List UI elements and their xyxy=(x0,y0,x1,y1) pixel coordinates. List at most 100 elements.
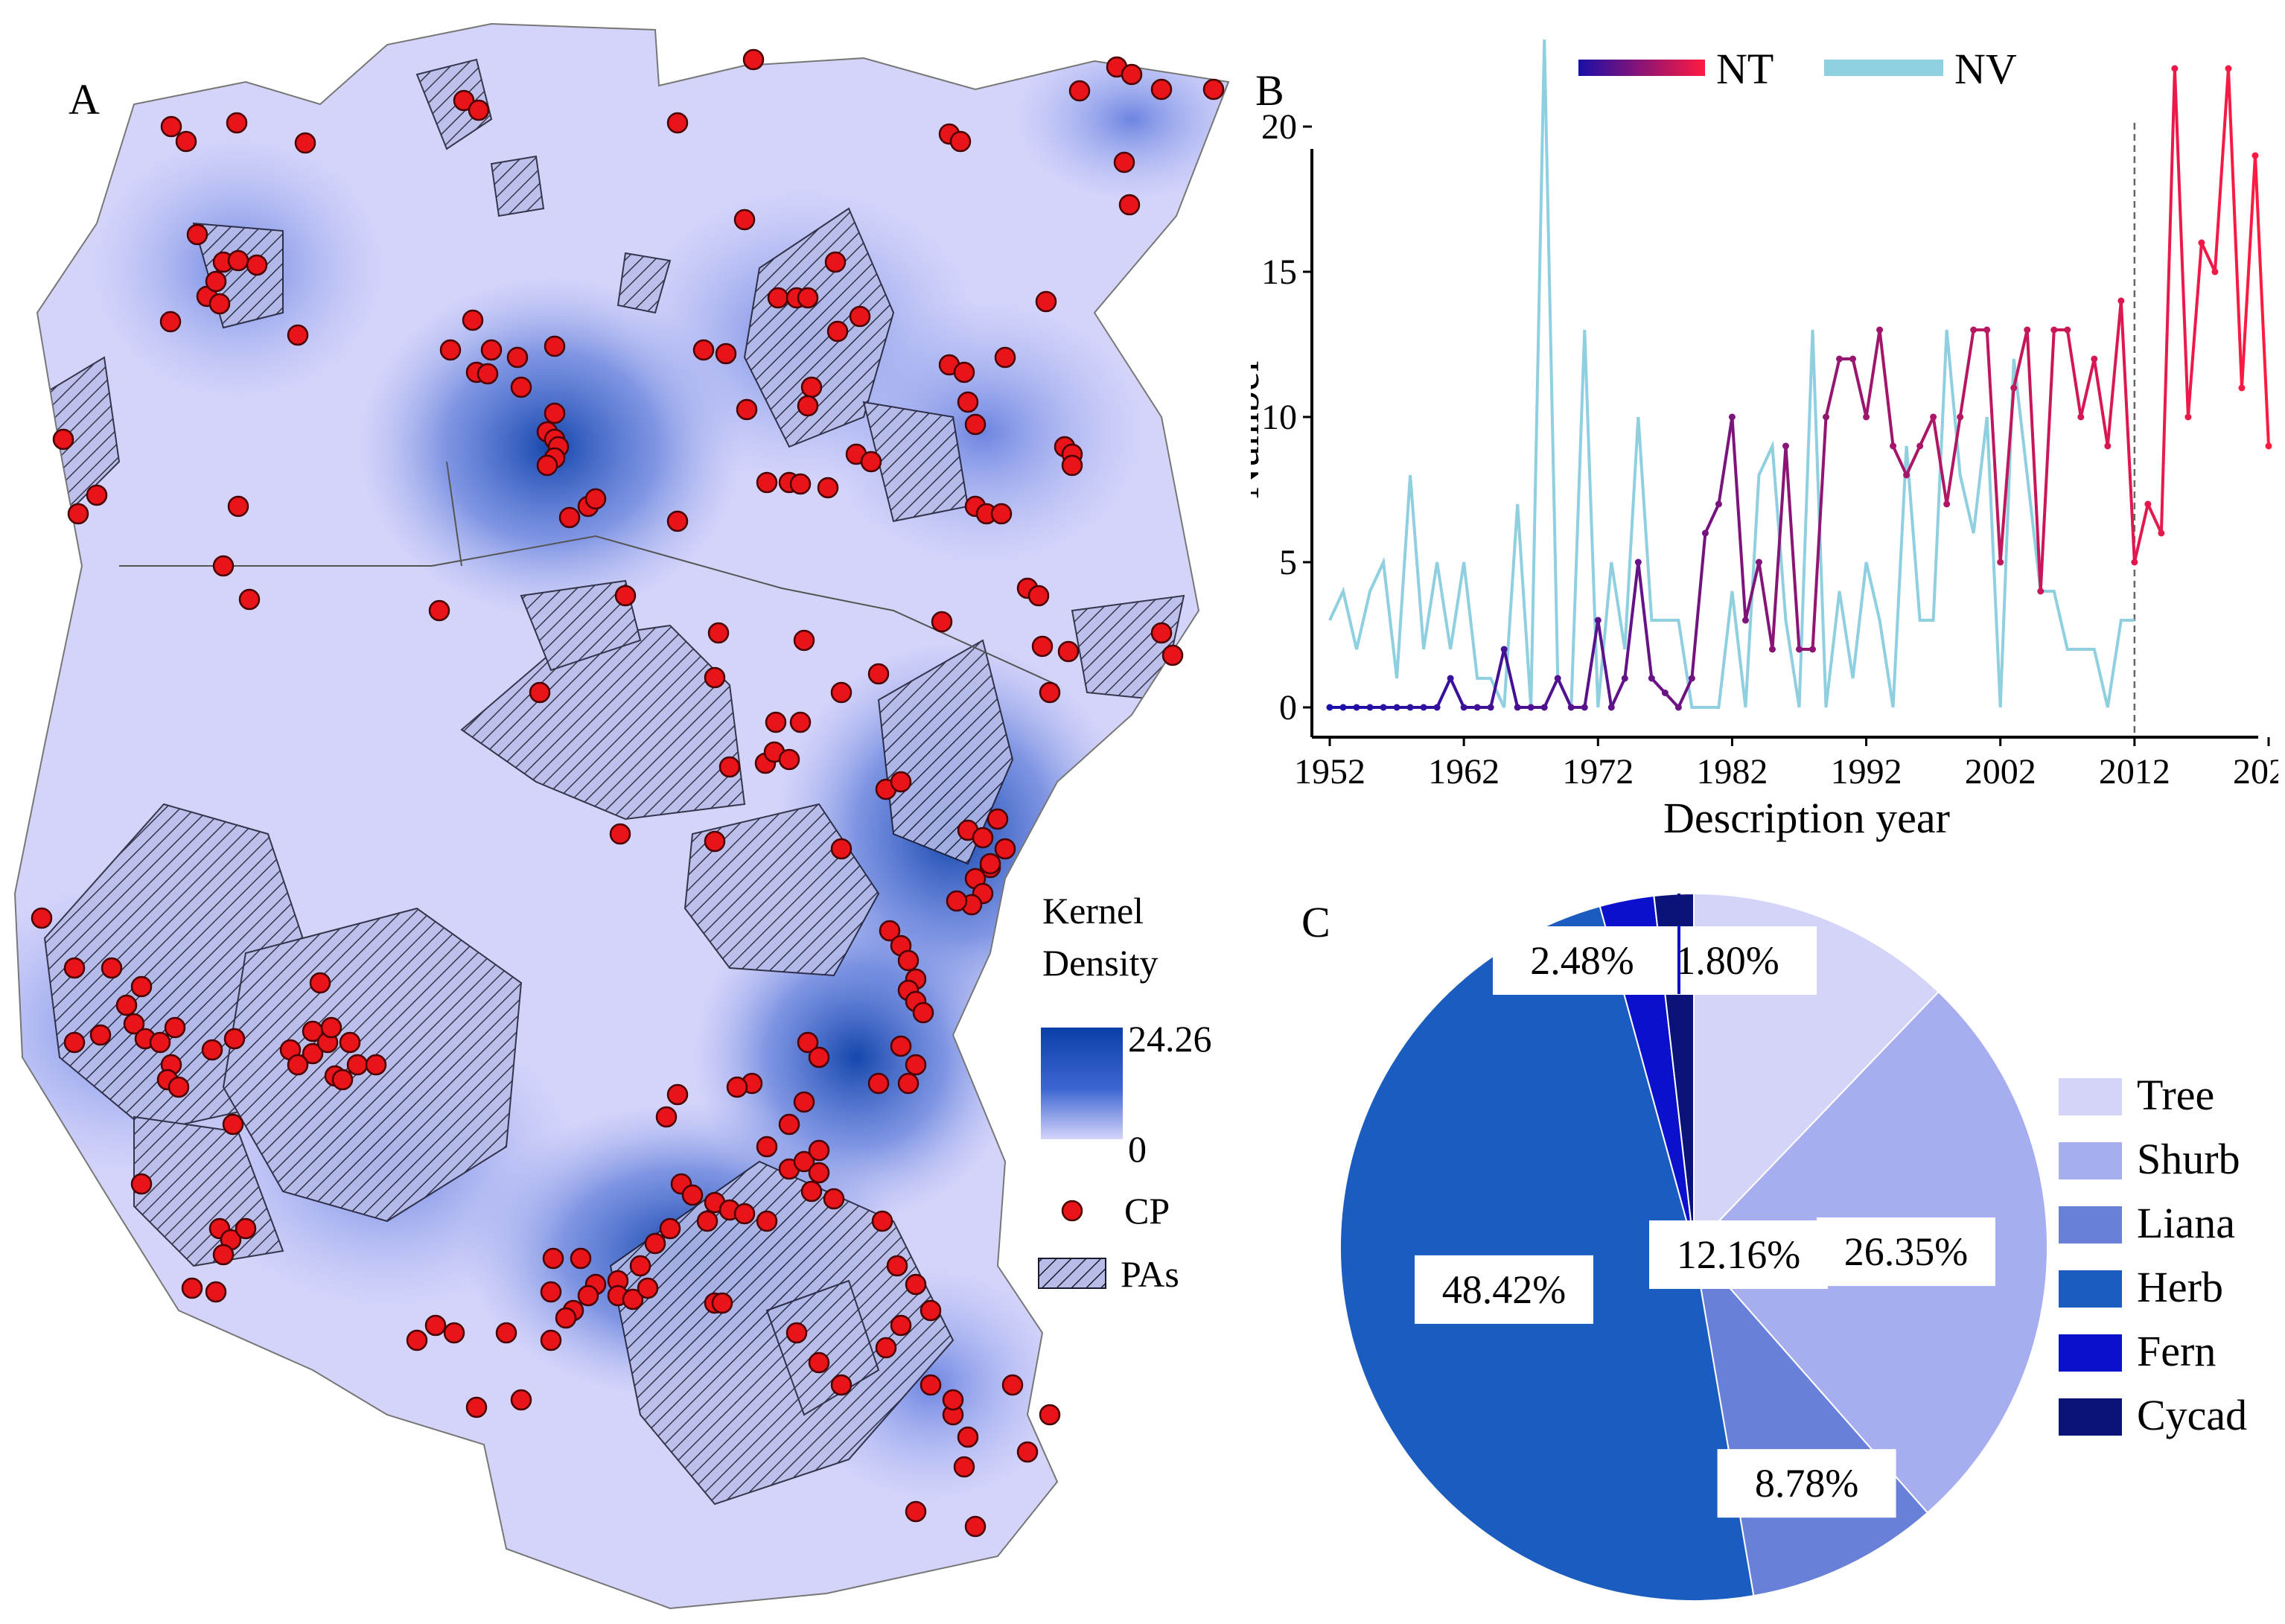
series-nt-point xyxy=(1943,500,1951,508)
series-nt-point xyxy=(1997,558,2004,566)
cp-point xyxy=(979,853,1001,875)
pie-legend-label: Shurb xyxy=(2137,1135,2240,1183)
cp-point xyxy=(897,949,920,972)
series-nt-point xyxy=(2024,326,2031,334)
cp-point xyxy=(406,1329,428,1351)
cp-point xyxy=(86,484,108,506)
series-nt-segment xyxy=(1489,648,1506,709)
cp-point xyxy=(212,555,235,577)
cp-point xyxy=(149,1031,171,1054)
cp-point xyxy=(1057,640,1080,663)
series-nt-segment xyxy=(2092,357,2109,448)
cp-point xyxy=(89,1024,112,1046)
cp-point xyxy=(544,335,566,357)
cp-point xyxy=(428,599,450,622)
series-nt-point xyxy=(1741,617,1749,624)
cp-point xyxy=(905,1273,927,1296)
pie-legend-swatch-tree xyxy=(2059,1078,2122,1115)
cp-point xyxy=(793,1150,815,1173)
pie-legend-swatch-herb xyxy=(2059,1270,2122,1308)
series-nt-point xyxy=(1983,326,1991,334)
series-nt-segment xyxy=(2226,67,2243,389)
series-nt-segment xyxy=(1998,386,2015,564)
pie-legend-label: Tree xyxy=(2137,1071,2214,1119)
cp-point xyxy=(733,1203,756,1225)
cp-point xyxy=(1039,681,1061,704)
cp-point xyxy=(886,1255,908,1277)
series-nt-point xyxy=(1581,704,1588,711)
cp-point xyxy=(972,827,994,849)
pie-legend-swatch-liana xyxy=(2059,1206,2122,1244)
series-nt-point xyxy=(1433,704,1441,711)
y-tick-label: 15 xyxy=(1261,252,1297,292)
cp-point xyxy=(1061,454,1083,477)
series-nt-segment xyxy=(1704,503,1721,535)
cp-point xyxy=(830,1374,853,1396)
cp-point xyxy=(793,629,815,652)
cp-point xyxy=(990,503,1013,525)
cp-point xyxy=(1016,1441,1039,1463)
series-nt-point xyxy=(1755,558,1762,566)
kernel-density-map: Kernel Density 24.26 0 CP PAs xyxy=(14,23,1229,1609)
series-nt-point xyxy=(2238,384,2246,392)
cp-point xyxy=(890,1035,912,1057)
series-nt-point xyxy=(1823,413,1830,421)
cp-point xyxy=(365,1054,387,1076)
cp-point xyxy=(235,1217,257,1240)
series-nt-point xyxy=(2117,297,2125,305)
series-nt-segment xyxy=(1502,648,1520,709)
cp-point xyxy=(495,1322,517,1344)
series-nt-point xyxy=(1514,704,1521,711)
series-nt-segment xyxy=(2213,67,2230,273)
cp-point xyxy=(920,1299,942,1322)
cp-point xyxy=(659,1217,681,1240)
cp-point xyxy=(540,1329,562,1351)
x-tick-label: 2012 xyxy=(2099,752,2170,792)
cp-point xyxy=(800,376,823,398)
cp-point xyxy=(994,838,1016,860)
x-tick-label: 1962 xyxy=(1428,752,1500,792)
series-nt-segment xyxy=(1985,328,2002,564)
pie-legend-label: Cycad xyxy=(2137,1391,2247,1439)
cp-point xyxy=(797,287,819,309)
series-nt-point xyxy=(1621,675,1628,682)
series-nt-segment xyxy=(1931,415,1948,506)
cp-point xyxy=(912,1002,934,1024)
cp-point xyxy=(867,663,890,685)
cp-point xyxy=(871,1210,893,1232)
cp-point xyxy=(1031,635,1054,657)
x-tick-label: 1982 xyxy=(1696,752,1768,792)
cp-point xyxy=(115,994,138,1016)
cp-point xyxy=(1068,80,1091,102)
y-axis-title: Number xyxy=(1251,357,1268,499)
cp-point xyxy=(1027,585,1050,607)
cp-point xyxy=(946,890,968,912)
series-nt-point xyxy=(2104,442,2112,450)
series-nt-point xyxy=(1876,326,1884,334)
pie-legend-label: Fern xyxy=(2137,1327,2216,1375)
pie-legend-label: Herb xyxy=(2137,1263,2223,1311)
cp-point xyxy=(1118,194,1141,216)
cp-point xyxy=(756,471,778,494)
pie-label: 12.16% xyxy=(1677,1232,1800,1277)
legend-cp-marker xyxy=(1061,1200,1083,1222)
cp-point xyxy=(830,838,853,860)
series-nt-point xyxy=(2064,326,2071,334)
series-nt-segment xyxy=(1905,445,1922,477)
series-nt-segment xyxy=(2253,154,2270,448)
series-nt-segment xyxy=(1864,328,1881,418)
cp-point xyxy=(510,376,532,398)
cp-point xyxy=(964,413,987,436)
cp-point xyxy=(696,1210,718,1232)
series-nt-segment xyxy=(1784,445,1801,651)
cp-point xyxy=(715,343,737,365)
series-nt-point xyxy=(1634,558,1642,566)
cp-point xyxy=(222,1113,244,1136)
cp-point xyxy=(789,473,812,495)
y-tick-label: 20 xyxy=(1261,107,1297,147)
series-nt-segment xyxy=(1543,677,1560,709)
cp-point xyxy=(462,309,484,331)
cp-point xyxy=(707,622,730,644)
cp-point xyxy=(704,830,726,853)
cp-point xyxy=(824,251,847,273)
